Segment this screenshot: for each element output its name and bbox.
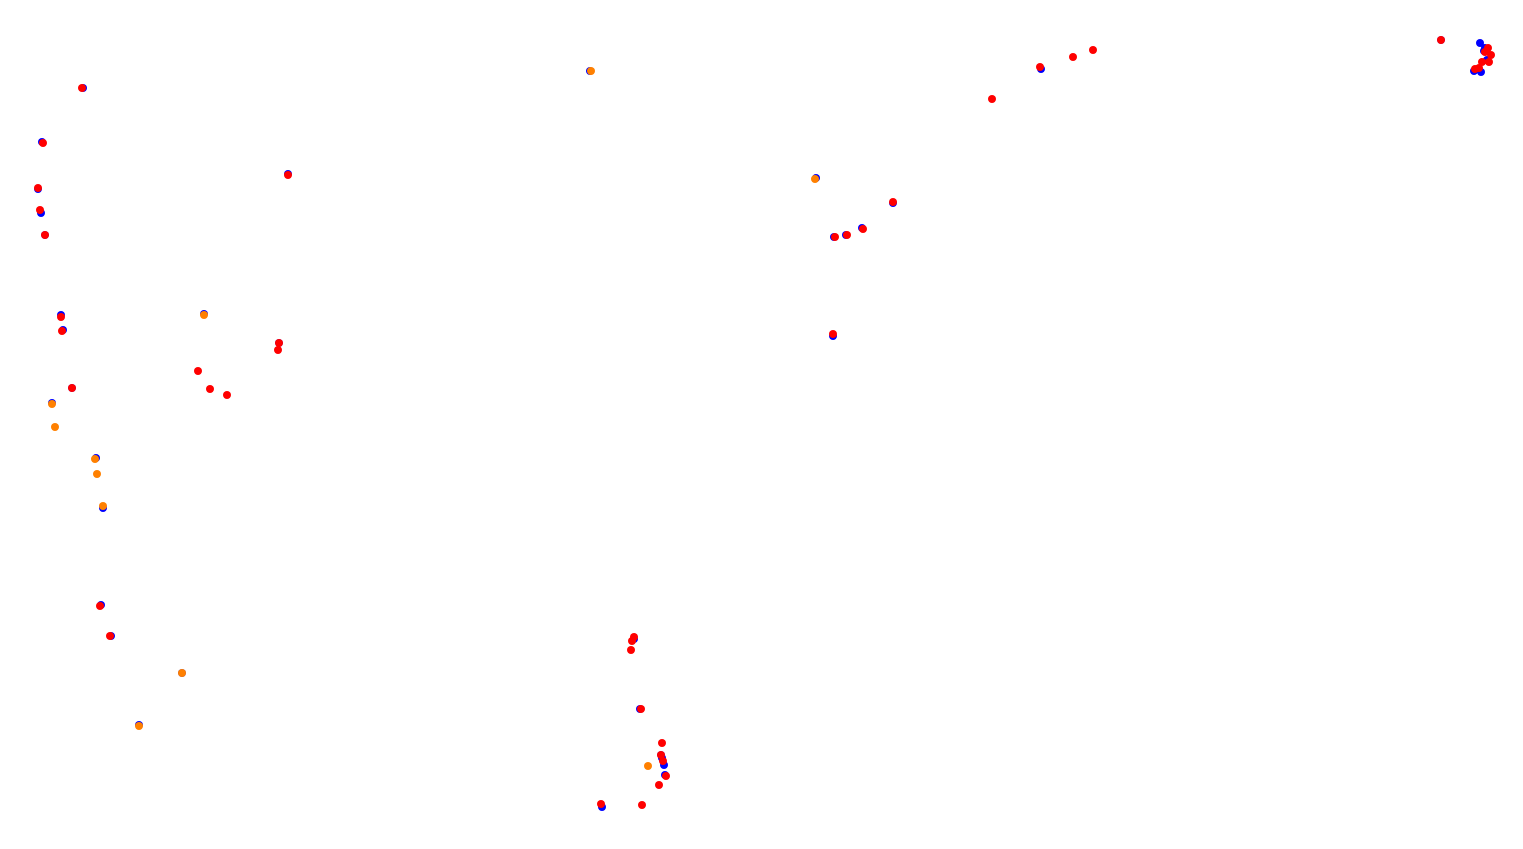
data-point-orange xyxy=(48,400,56,408)
data-point-red xyxy=(78,84,86,92)
data-point-red xyxy=(638,801,646,809)
data-point-red xyxy=(41,231,49,239)
data-point-red xyxy=(655,781,663,789)
data-point-red xyxy=(1485,58,1493,66)
data-points xyxy=(34,36,1495,811)
data-point-red xyxy=(988,95,996,103)
data-point-orange xyxy=(93,470,101,478)
data-point-red xyxy=(1478,58,1486,66)
data-point-red xyxy=(223,391,231,399)
data-point-red xyxy=(194,367,202,375)
data-point-red xyxy=(597,800,605,808)
series-blue xyxy=(34,36,1491,811)
data-point-orange xyxy=(51,423,59,431)
data-point-orange xyxy=(99,502,107,510)
data-point-red xyxy=(627,646,635,654)
series-orange xyxy=(48,67,819,770)
data-point-orange xyxy=(91,455,99,463)
data-point-blue xyxy=(1476,39,1484,47)
data-point-red xyxy=(274,346,282,354)
data-point-red xyxy=(662,772,670,780)
data-point-red xyxy=(1089,46,1097,54)
data-point-red xyxy=(843,231,851,239)
data-point-red xyxy=(829,330,837,338)
data-point-orange xyxy=(587,67,595,75)
data-point-red xyxy=(637,705,645,713)
data-point-red xyxy=(1481,48,1489,56)
data-point-red xyxy=(889,198,897,206)
series-red xyxy=(34,36,1495,809)
data-point-red xyxy=(1475,64,1483,72)
data-point-red xyxy=(657,751,665,759)
data-point-red xyxy=(57,313,65,321)
data-point-red xyxy=(206,385,214,393)
data-point-red xyxy=(859,225,867,233)
data-point-red xyxy=(39,139,47,147)
data-point-red xyxy=(630,633,638,641)
data-point-orange xyxy=(135,722,143,730)
data-point-red xyxy=(275,339,283,347)
data-point-orange xyxy=(811,175,819,183)
data-point-red xyxy=(1437,36,1445,44)
data-point-orange xyxy=(200,311,208,319)
data-point-orange xyxy=(178,669,186,677)
data-point-red xyxy=(658,739,666,747)
data-point-red xyxy=(106,632,114,640)
data-point-red xyxy=(96,602,104,610)
data-point-red xyxy=(1069,53,1077,61)
data-point-red xyxy=(1036,63,1044,71)
data-point-red xyxy=(58,327,66,335)
data-point-red xyxy=(831,233,839,241)
data-point-red xyxy=(1487,51,1495,59)
data-point-red xyxy=(68,384,76,392)
data-point-red xyxy=(36,206,44,214)
data-point-red xyxy=(34,184,42,192)
data-point-orange xyxy=(644,762,652,770)
data-point-red xyxy=(284,171,292,179)
